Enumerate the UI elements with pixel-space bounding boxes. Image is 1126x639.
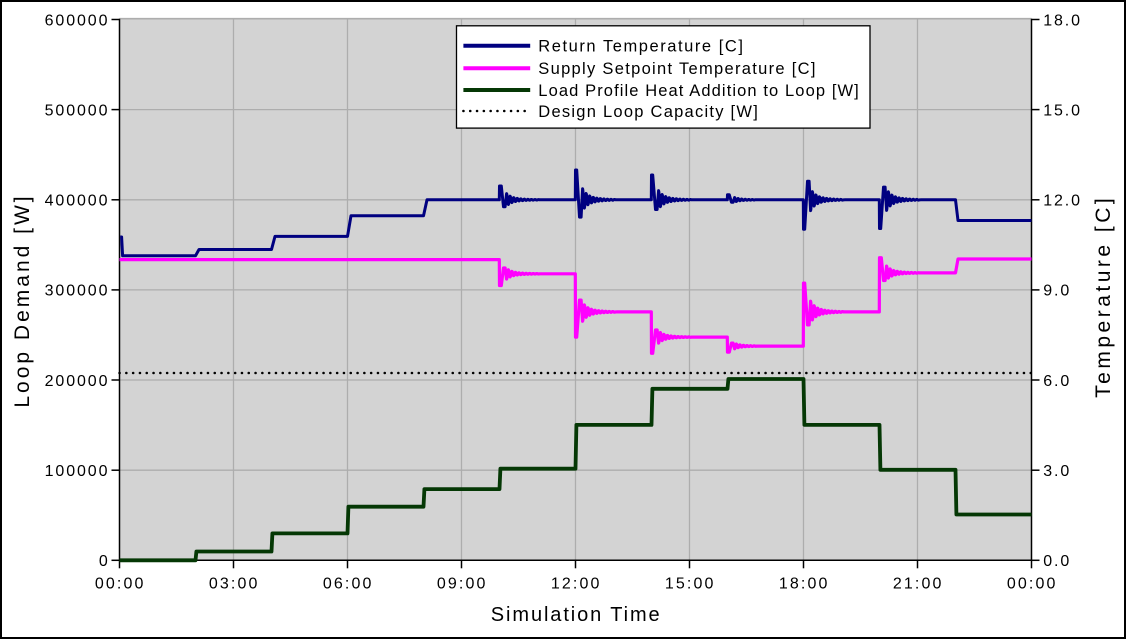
svg-text:Return Temperature [C]: Return Temperature [C] bbox=[538, 38, 744, 56]
svg-text:0: 0 bbox=[99, 553, 110, 570]
svg-text:06:00: 06:00 bbox=[323, 575, 374, 592]
svg-text:Simulation Time: Simulation Time bbox=[491, 604, 662, 626]
svg-text:18.0: 18.0 bbox=[1043, 12, 1082, 29]
svg-text:200000: 200000 bbox=[45, 373, 110, 390]
svg-text:03:00: 03:00 bbox=[209, 575, 260, 592]
svg-text:Loop Demand [W]: Loop Demand [W] bbox=[11, 193, 34, 407]
svg-text:0.0: 0.0 bbox=[1043, 553, 1071, 570]
svg-text:Temperature [C]: Temperature [C] bbox=[1092, 195, 1115, 398]
svg-text:21:00: 21:00 bbox=[893, 575, 944, 592]
svg-text:100000: 100000 bbox=[45, 463, 110, 480]
svg-text:15:00: 15:00 bbox=[665, 575, 716, 592]
svg-text:00:00: 00:00 bbox=[95, 575, 146, 592]
svg-text:00:00: 00:00 bbox=[1007, 575, 1058, 592]
svg-text:400000: 400000 bbox=[45, 193, 110, 210]
svg-text:3.0: 3.0 bbox=[1043, 463, 1071, 480]
svg-text:12:00: 12:00 bbox=[551, 575, 602, 592]
svg-text:9.0: 9.0 bbox=[1043, 283, 1071, 300]
svg-text:6.0: 6.0 bbox=[1043, 373, 1071, 390]
svg-text:15.0: 15.0 bbox=[1043, 102, 1082, 119]
svg-text:500000: 500000 bbox=[45, 102, 110, 119]
svg-text:600000: 600000 bbox=[45, 12, 110, 29]
svg-text:12.0: 12.0 bbox=[1043, 193, 1082, 210]
svg-text:Load Profile Heat Addition to: Load Profile Heat Addition to Loop [W] bbox=[538, 82, 860, 100]
svg-text:Design Loop Capacity [W]: Design Loop Capacity [W] bbox=[538, 103, 759, 121]
svg-text:18:00: 18:00 bbox=[779, 575, 830, 592]
svg-text:09:00: 09:00 bbox=[437, 575, 488, 592]
svg-text:300000: 300000 bbox=[45, 283, 110, 300]
svg-text:Supply Setpoint Temperature [C: Supply Setpoint Temperature [C] bbox=[538, 60, 816, 78]
